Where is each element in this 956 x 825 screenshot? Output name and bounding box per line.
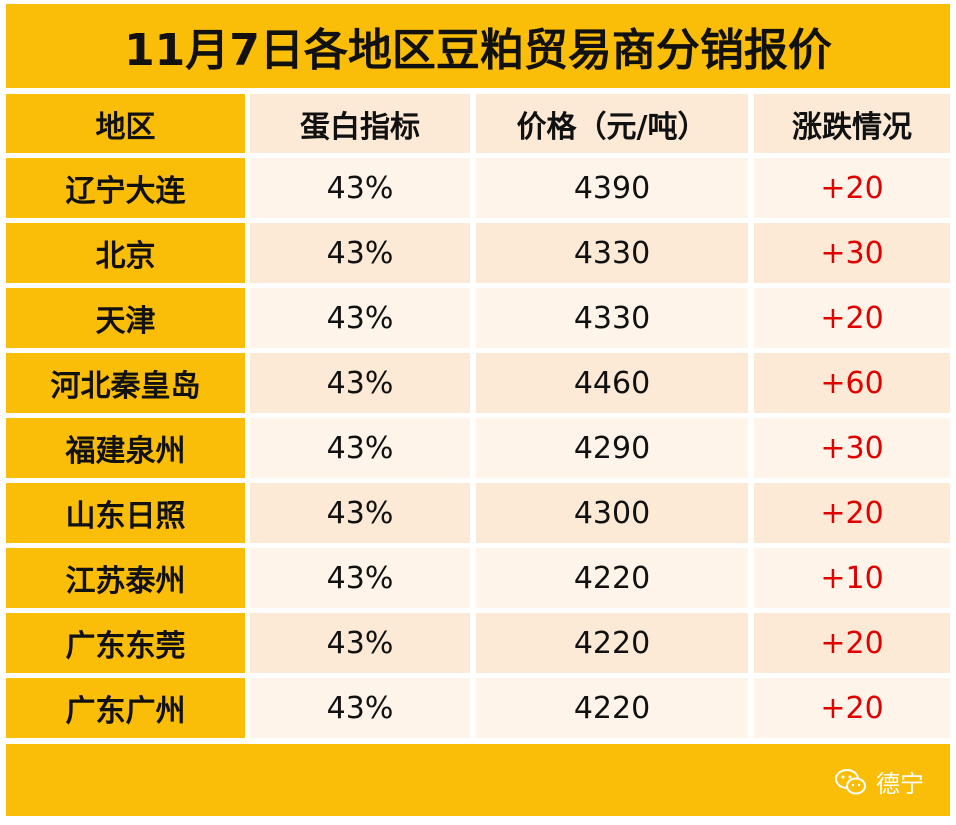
region-cell: 天津 [6, 288, 245, 348]
protein-cell: 43% [250, 158, 470, 218]
brand: 德宁 [834, 764, 924, 799]
region-cell: 辽宁大连 [6, 158, 245, 218]
title: 11月7日各地区豆粕贸易商分销报价 [6, 4, 950, 88]
region-cell: 福建泉州 [6, 418, 245, 478]
protein-cell: 43% [250, 353, 470, 413]
price-cell: 4460 [476, 353, 748, 413]
column-header: 地区 [6, 94, 245, 153]
price-cell: 4330 [476, 288, 748, 348]
change-cell: +10 [754, 548, 950, 608]
change-cell: +20 [754, 158, 950, 218]
change-cell: +20 [754, 483, 950, 543]
price-cell: 4220 [476, 548, 748, 608]
price-cell: 4220 [476, 613, 748, 673]
price-cell: 4300 [476, 483, 748, 543]
region-cell: 广东广州 [6, 678, 245, 738]
protein-cell: 43% [250, 483, 470, 543]
price-cell: 4290 [476, 418, 748, 478]
protein-cell: 43% [250, 223, 470, 283]
region-cell: 北京 [6, 223, 245, 283]
brand-name: 德宁 [876, 770, 924, 798]
region-cell: 河北秦皇岛 [6, 353, 245, 413]
column-header: 蛋白指标 [250, 94, 470, 153]
region-cell: 广东东莞 [6, 613, 245, 673]
protein-cell: 43% [250, 288, 470, 348]
column-header: 价格（元/吨） [476, 94, 748, 153]
change-cell: +60 [754, 353, 950, 413]
price-cell: 4390 [476, 158, 748, 218]
protein-cell: 43% [250, 613, 470, 673]
change-cell: +30 [754, 223, 950, 283]
change-cell: +20 [754, 613, 950, 673]
change-cell: +20 [754, 678, 950, 738]
change-cell: +20 [754, 288, 950, 348]
change-cell: +30 [754, 418, 950, 478]
protein-cell: 43% [250, 678, 470, 738]
price-cell: 4220 [476, 678, 748, 738]
protein-cell: 43% [250, 418, 470, 478]
footer: 德宁 [6, 744, 950, 816]
wechat-icon [835, 768, 866, 794]
price-cell: 4330 [476, 223, 748, 283]
column-header: 涨跌情况 [754, 94, 950, 153]
region-cell: 江苏泰州 [6, 548, 245, 608]
protein-cell: 43% [250, 548, 470, 608]
region-cell: 山东日照 [6, 483, 245, 543]
